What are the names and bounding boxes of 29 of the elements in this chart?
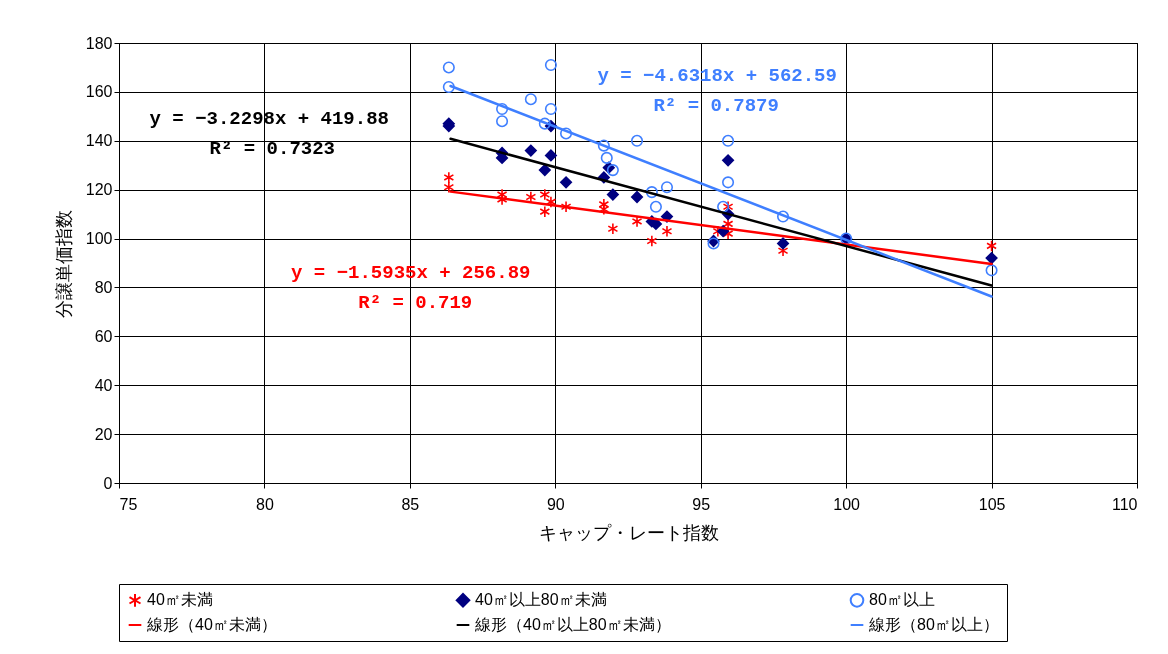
- x-tick-label: 110: [1111, 495, 1138, 513]
- x-tick-label: 75: [119, 495, 138, 513]
- y-tick-label: 40: [94, 376, 113, 394]
- annotation: R² = 0.7323: [209, 138, 336, 161]
- y-tick-label: 180: [85, 34, 113, 52]
- y-tick-label: 160: [85, 83, 113, 101]
- y-tick-label: 140: [85, 132, 113, 150]
- legend-label: 線形（80㎡以上）: [868, 616, 999, 633]
- annotation: R² = 0.7879: [653, 95, 779, 118]
- x-tick-label: 90: [546, 495, 565, 513]
- y-axis-title: 分譲単価指数: [53, 209, 74, 318]
- legend-label: 40㎡未満: [147, 591, 213, 609]
- x-tick-label: 85: [401, 495, 420, 513]
- legend-label: 40㎡以上80㎡未満: [475, 591, 607, 609]
- legend-label: 線形（40㎡未満）: [146, 616, 277, 633]
- x-tick-label: 80: [256, 495, 274, 513]
- x-tick-label: 95: [692, 495, 711, 513]
- legend-label: 線形（40㎡以上80㎡未満）: [474, 616, 671, 633]
- y-tick-label: 60: [94, 327, 113, 345]
- x-tick-label: 105: [978, 495, 1006, 513]
- x-axis-title: キャップ・レート指数: [538, 522, 719, 543]
- y-tick-label: 0: [103, 474, 113, 492]
- y-tick-label: 100: [85, 230, 113, 248]
- y-tick-label: 80: [94, 278, 113, 296]
- y-tick-label: 120: [85, 181, 113, 199]
- y-tick-label: 20: [94, 425, 113, 443]
- annotation: R² = 0.719: [358, 292, 473, 315]
- x-tick-label: 100: [833, 495, 861, 513]
- legend-label: 80㎡以上: [869, 591, 935, 609]
